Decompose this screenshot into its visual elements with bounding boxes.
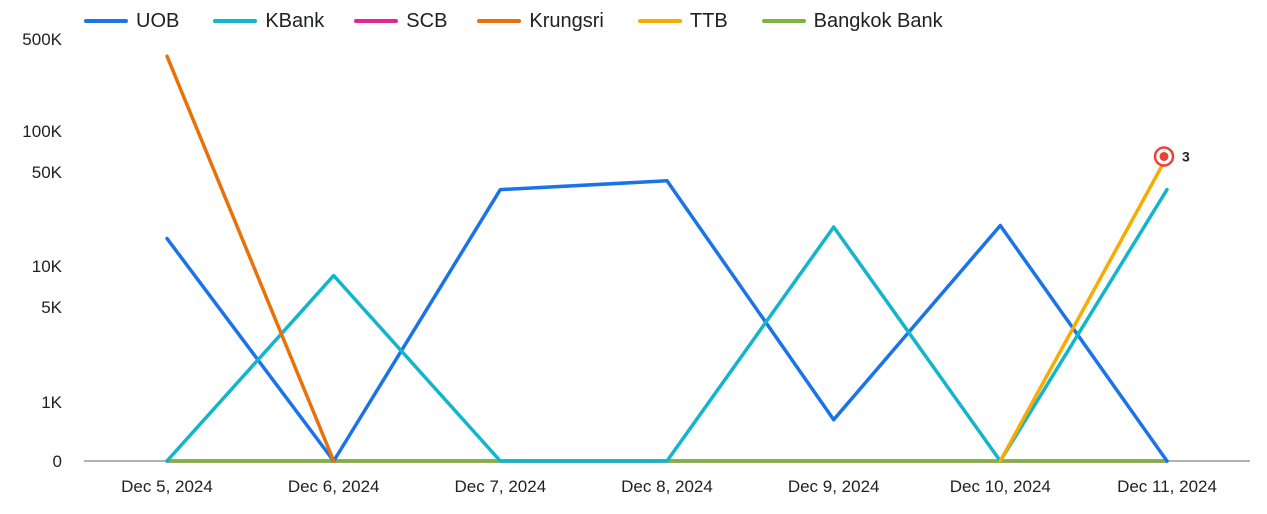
x-tick-label: Dec 9, 2024 <box>788 477 880 496</box>
legend-label: KBank <box>265 9 325 32</box>
legend-item[interactable]: UOB <box>84 10 179 33</box>
legend-swatch <box>354 19 399 23</box>
y-tick-label: 0 <box>53 452 62 471</box>
x-tick-label: Dec 7, 2024 <box>454 477 546 496</box>
annotation-marker-dot <box>1159 151 1169 161</box>
legend-item[interactable]: TTB <box>637 9 728 33</box>
legend-label: SCB <box>406 9 448 32</box>
y-tick-label: 5K <box>41 298 62 317</box>
legend-item[interactable]: Krungsri <box>477 9 604 33</box>
x-tick-label: Dec 6, 2024 <box>288 477 380 496</box>
legend-swatch <box>213 19 258 23</box>
annotation-label: 3 <box>1182 148 1190 164</box>
legend-swatch <box>477 19 522 23</box>
x-tick-label: Dec 8, 2024 <box>621 477 713 496</box>
legend: UOB KBank SCB Krungsri TTB Bangkok Bank <box>84 8 943 34</box>
series-line-krungsri <box>165 54 336 463</box>
legend-item[interactable]: SCB <box>354 10 447 33</box>
legend-label: Bangkok Bank <box>813 9 943 32</box>
legend-label: UOB <box>136 9 180 32</box>
legend-item[interactable]: KBank <box>213 10 324 33</box>
legend-label: Krungsri <box>529 9 604 32</box>
legend-swatch <box>637 19 682 23</box>
legend-label: TTB <box>689 9 728 32</box>
x-tick-label: Dec 5, 2024 <box>121 477 213 496</box>
legend-swatch <box>761 19 806 23</box>
y-tick-label: 500K <box>22 30 62 49</box>
y-tick-label: 1K <box>41 393 62 412</box>
x-tick-label: Dec 11, 2024 <box>1117 477 1217 496</box>
y-tick-label: 100K <box>22 122 62 141</box>
legend-item[interactable]: Bangkok Bank <box>761 9 943 33</box>
series-line-ttb <box>998 154 1169 463</box>
legend-swatch <box>84 19 128 23</box>
y-tick-label: 50K <box>32 163 63 182</box>
x-tick-label: Dec 10, 2024 <box>950 477 1051 496</box>
y-tick-label: 10K <box>32 257 63 276</box>
